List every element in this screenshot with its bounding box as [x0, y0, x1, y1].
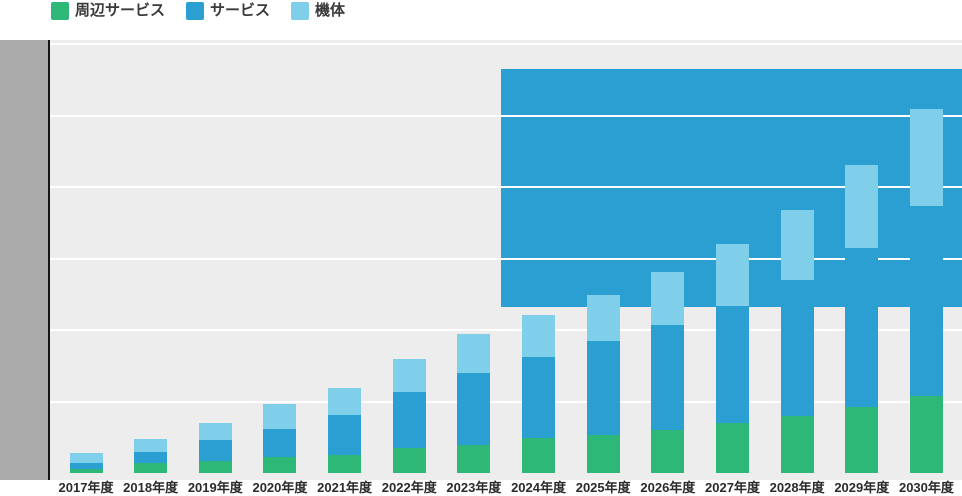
bar-segment-機体 [845, 165, 879, 248]
bar-segment-機体 [134, 439, 168, 452]
x-axis-label: 2027年度 [705, 480, 760, 495]
x-axis-label: 2026年度 [640, 480, 696, 495]
x-axis: 2017年度 2018年度 2019年度 2020年度 2021年度 2022年度 2023… [0, 480, 962, 496]
bar-segment-機体 [328, 388, 362, 415]
gridline [50, 400, 962, 403]
bar-segment-機体 [198, 423, 232, 440]
bar-segment-サービス [522, 357, 556, 438]
bar-2029年度[interactable] [845, 165, 879, 473]
bar-segment-機体 [909, 109, 943, 206]
gridline [50, 329, 962, 331]
bar-2024年度[interactable] [522, 315, 556, 473]
legend-label-airframe: 機体 [315, 2, 346, 19]
bar-segment-周辺サービス [263, 457, 297, 473]
bar-2021年度[interactable] [328, 388, 362, 473]
bar-segment-周辺サービス [909, 396, 943, 473]
x-axis-label: 2024年度 [511, 480, 566, 495]
bar-segment-周辺サービス [457, 445, 491, 473]
y-axis-cover-panel [0, 40, 48, 480]
bar-2028年度[interactable] [780, 210, 814, 473]
legend-label-services: サービス [210, 2, 271, 19]
bar-2030年度[interactable] [909, 109, 943, 473]
legend-label-peripheral-services: 周辺サービス [75, 2, 166, 19]
bar-segment-機体 [263, 404, 297, 429]
x-axis-label: 2029年度 [834, 480, 890, 495]
bar-segment-サービス [69, 463, 103, 469]
x-axis-label: 2030年度 [898, 480, 954, 495]
x-axis-label: 2020年度 [252, 480, 308, 495]
x-axis-label: 2025年度 [575, 480, 631, 495]
x-axis-label: 2028年度 [769, 480, 825, 495]
gridline [50, 114, 962, 117]
legend-swatch-lightblue-icon [291, 1, 310, 20]
bar-2022年度[interactable] [392, 359, 426, 473]
gridline [50, 43, 962, 45]
bar-segment-機体 [651, 272, 685, 325]
bar-segment-サービス [845, 248, 879, 407]
plot-area [0, 40, 962, 480]
bar-segment-サービス [392, 392, 426, 448]
bar-segment-サービス [909, 206, 943, 396]
bar-segment-周辺サービス [522, 438, 556, 473]
chart-legend: 周辺サービス サービス 機体 [51, 1, 345, 20]
bar-segment-サービス [263, 429, 297, 457]
bar-segment-サービス [328, 415, 362, 455]
bar-segment-サービス [134, 452, 168, 463]
bar-segment-機体 [522, 315, 556, 357]
bar-2026年度[interactable] [651, 272, 685, 473]
bar-segment-周辺サービス [328, 455, 362, 473]
bar-segment-サービス [651, 325, 685, 430]
x-axis-label: 2023年度 [446, 480, 502, 495]
bar-segment-サービス [586, 341, 620, 435]
bar-2027年度[interactable] [716, 244, 749, 473]
bar-2020年度[interactable] [263, 404, 297, 473]
bar-segment-周辺サービス [134, 463, 168, 473]
bar-segment-機体 [586, 295, 620, 341]
bar-2019年度[interactable] [198, 423, 232, 473]
legend-item-services[interactable]: サービス [186, 1, 270, 20]
bar-segment-周辺サービス [651, 430, 685, 473]
bar-segment-周辺サービス [586, 435, 620, 473]
legend-item-peripheral-services[interactable]: 周辺サービス [51, 1, 165, 20]
bar-2018年度[interactable] [134, 439, 168, 473]
legend-swatch-green-icon [51, 1, 69, 20]
bar-segment-サービス [457, 373, 491, 445]
bar-2017年度[interactable] [69, 453, 103, 473]
bar-segment-周辺サービス [716, 423, 749, 473]
x-axis-label: 2017年度 [58, 480, 114, 495]
bar-segment-周辺サービス [69, 469, 103, 473]
bar-segment-サービス [198, 440, 232, 461]
bar-segment-機体 [69, 453, 103, 463]
bar-segment-サービス [716, 306, 749, 423]
gridline [50, 257, 962, 260]
bar-segment-周辺サービス [845, 407, 879, 473]
x-axis-label: 2018年度 [123, 480, 179, 495]
x-axis-label: 2021年度 [317, 480, 373, 495]
legend-item-airframe[interactable]: 機体 [291, 1, 345, 20]
bar-segment-機体 [392, 359, 426, 392]
gridline [50, 186, 962, 188]
bar-segment-周辺サービス [780, 416, 814, 473]
legend-swatch-blue-icon [186, 1, 205, 20]
bar-segment-周辺サービス [198, 461, 232, 473]
bar-2023年度[interactable] [457, 334, 491, 473]
bar-segment-サービス [780, 280, 814, 416]
y-axis-line [48, 40, 50, 480]
bar-segment-周辺サービス [392, 448, 426, 473]
bar-2025年度[interactable] [586, 295, 620, 473]
x-axis-label: 2019年度 [187, 480, 243, 495]
bar-segment-機体 [716, 244, 749, 306]
bar-segment-機体 [780, 210, 814, 280]
x-axis-label: 2022年度 [381, 480, 437, 495]
bar-segment-機体 [457, 334, 491, 373]
